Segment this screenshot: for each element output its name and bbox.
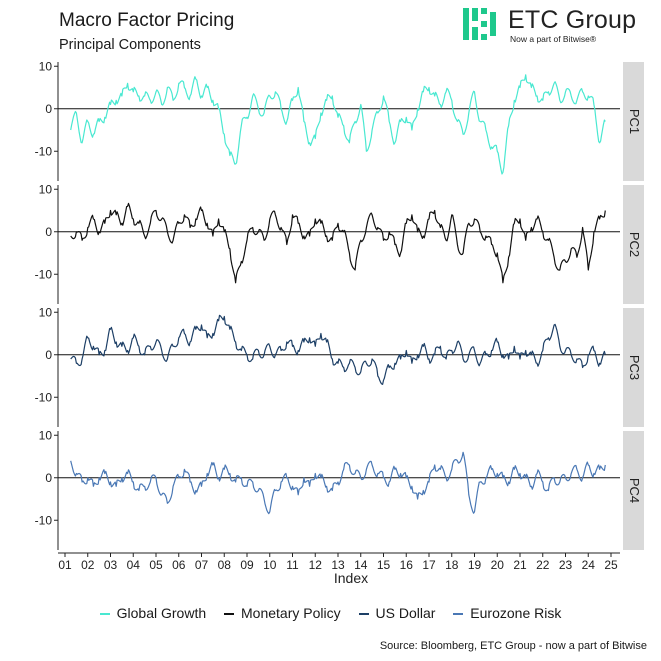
faceted-line-chart: 10 0 -10 PC1 10 0 -10 PC2 10 0 -10 PC3 10 0 -10 PC4 01 02… <box>35 59 644 586</box>
legend-item-eurozone-risk: Eurozone Risk <box>453 605 561 621</box>
facet-label-pc4: PC4 <box>627 478 642 503</box>
x-tick-label: 06 <box>172 558 186 572</box>
x-tick-label: 13 <box>331 558 345 572</box>
facet-label-pc1: PC1 <box>627 109 642 134</box>
legend-label-global-growth: Global Growth <box>116 605 207 621</box>
facet-label-pc2: PC2 <box>627 232 642 257</box>
legend-label-monetary-policy: Monetary Policy <box>241 605 341 621</box>
x-tick-label: 09 <box>240 558 254 572</box>
x-tick-label: 08 <box>218 558 232 572</box>
facet-strip <box>623 431 644 550</box>
x-tick-label: 11 <box>286 558 299 572</box>
series-line-pc4 <box>70 451 606 515</box>
x-tick-label: 23 <box>559 558 573 572</box>
legend-key-eurozone-risk <box>453 613 464 616</box>
y-tick-label: -10 <box>35 144 53 158</box>
facet-strip <box>623 185 644 304</box>
legend-key-global-growth <box>99 613 110 616</box>
legend-item-monetary-policy: Monetary Policy <box>224 605 341 621</box>
y-tick-label: 10 <box>39 305 53 319</box>
chart-title: Macro Factor Pricing <box>59 10 235 31</box>
x-axis-label: Index <box>334 570 368 586</box>
panel-pc3: 10 0 -10 PC3 <box>35 305 644 427</box>
x-tick-label: 18 <box>445 558 459 572</box>
chart-subtitle: Principal Components <box>59 37 201 53</box>
x-tick-label: 22 <box>536 558 550 572</box>
x-tick-label: 12 <box>309 558 323 572</box>
facet-label-pc3: PC3 <box>627 355 642 380</box>
x-tick-label: 15 <box>377 558 391 572</box>
y-tick-label: 0 <box>45 348 52 362</box>
x-tick-label: 17 <box>422 558 436 572</box>
x-tick-label: 03 <box>104 558 118 572</box>
x-tick-label: 20 <box>491 558 505 572</box>
x-tick-label: 01 <box>58 558 72 572</box>
y-tick-label: -10 <box>35 267 53 281</box>
y-tick-label: 0 <box>45 471 52 485</box>
y-tick-label: 10 <box>39 428 53 442</box>
x-tick-label: 05 <box>149 558 163 572</box>
source-note: Source: Bloomberg, ETC Group - now a par… <box>379 640 647 652</box>
x-tick-label: 14 <box>354 558 368 572</box>
legend-item-global-growth: Global Growth <box>99 605 207 621</box>
series-line-pc3 <box>70 314 606 385</box>
chart-legend: Global Growth Monetary Policy US Dollar … <box>0 605 661 621</box>
y-tick-label: 0 <box>45 225 52 239</box>
legend-key-us-dollar <box>358 613 369 616</box>
y-tick-label: -10 <box>35 390 53 404</box>
series-line-pc1 <box>70 74 606 175</box>
y-tick-label: 10 <box>39 59 53 73</box>
x-tick-label: 16 <box>400 558 414 572</box>
brand-name: ETC Group <box>508 6 637 34</box>
series-line-pc2 <box>70 202 606 284</box>
x-tick-label: 04 <box>127 558 141 572</box>
legend-label-us-dollar: US Dollar <box>375 605 436 621</box>
x-tick-label: 24 <box>582 558 596 572</box>
brand-tagline: Now a part of Bitwise® <box>510 34 597 44</box>
x-tick-label: 10 <box>263 558 277 572</box>
x-tick-label: 07 <box>195 558 209 572</box>
panel-pc1: 10 0 -10 PC1 <box>35 59 644 181</box>
panel-pc2: 10 0 -10 PC2 <box>35 182 644 304</box>
y-tick-label: 0 <box>45 102 52 116</box>
y-tick-label: 10 <box>39 182 53 196</box>
legend-item-us-dollar: US Dollar <box>358 605 436 621</box>
etc-group-logo-icon <box>463 8 496 40</box>
facet-strip <box>623 308 644 427</box>
legend-label-eurozone-risk: Eurozone Risk <box>470 605 562 621</box>
y-tick-label: -10 <box>35 513 53 527</box>
brand-block: ETC Group Now a part of Bitwise® <box>463 6 653 44</box>
facet-strip <box>623 62 644 181</box>
x-tick-label: 25 <box>604 558 618 572</box>
panel-pc4: 10 0 -10 PC4 <box>35 428 644 550</box>
x-tick-label: 19 <box>468 558 482 572</box>
x-tick-label: 02 <box>81 558 95 572</box>
x-tick-label: 21 <box>513 558 527 572</box>
legend-key-monetary-policy <box>224 613 235 616</box>
